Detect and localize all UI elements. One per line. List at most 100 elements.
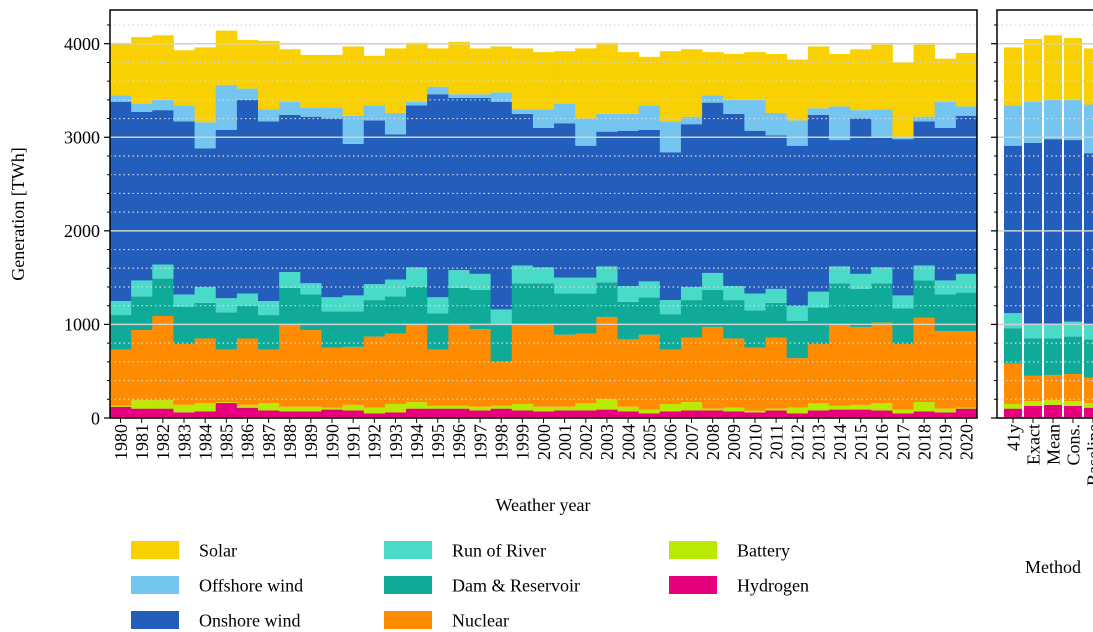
bar-segment: [194, 286, 217, 303]
bar-segment: [702, 102, 724, 273]
bar-segment: [342, 143, 365, 296]
bar-segment: [110, 405, 132, 407]
bar-segment: [194, 302, 217, 339]
bar-segment: [1044, 35, 1062, 100]
bar-segment: [850, 288, 872, 328]
plot-frame: [109, 9, 978, 419]
bar-segment: [448, 408, 470, 418]
bar-segment: [807, 108, 830, 115]
bar-segment: [300, 54, 322, 108]
bar-segment: [511, 403, 534, 411]
bar-segment: [913, 116, 936, 122]
bar-segment: [300, 294, 322, 331]
bar-segment: [955, 330, 978, 408]
bar-segment: [384, 48, 407, 113]
bar-segment: [892, 139, 914, 296]
legend-swatch: [384, 576, 432, 594]
bar-segment: [532, 324, 555, 407]
bar-segment: [1044, 400, 1062, 405]
bar-segment: [871, 109, 893, 138]
bar-segment: [659, 403, 682, 412]
bar-segment: [342, 410, 365, 418]
bar-segment: [406, 101, 428, 106]
bar-segment: [1044, 374, 1062, 401]
bar-segment: [131, 330, 153, 401]
x-tick-label: 2004: [618, 424, 638, 460]
y-tick-label: 3000: [64, 128, 100, 148]
y-tick-label: 1000: [64, 315, 100, 335]
bar-segment: [469, 329, 492, 407]
x-tick-label: 2005: [640, 424, 660, 460]
bar-segment: [490, 408, 513, 418]
bar-segment: [236, 338, 259, 405]
bar-segment: [702, 95, 724, 103]
bar-segment: [659, 411, 682, 418]
bar-segment: [723, 407, 745, 412]
bar-segment: [321, 409, 344, 418]
legend-label: Nuclear: [452, 610, 509, 630]
bar-segment: [532, 127, 555, 268]
bar-segment: [406, 105, 428, 268]
bar-segment: [1044, 323, 1062, 339]
bar-segment: [173, 105, 195, 122]
bar-segment: [638, 334, 661, 410]
bar-segment: [152, 400, 174, 409]
x-tick-label: 2009: [724, 424, 744, 460]
bar-segment: [1044, 404, 1062, 418]
x-tick-label: 2007: [682, 424, 702, 460]
bar-segment: [406, 42, 428, 102]
bar-segment: [384, 112, 407, 135]
bar-segment: [786, 320, 809, 359]
bar-segment: [575, 48, 597, 119]
bar-segment: [131, 37, 153, 104]
bar-segment: [934, 412, 957, 418]
bar-segment: [596, 42, 618, 114]
bar-segment: [532, 109, 555, 128]
bar-segment: [638, 281, 661, 298]
bar-segment: [1004, 105, 1022, 146]
bar-segment: [427, 405, 449, 409]
bar-segment: [236, 305, 259, 339]
bar-segment: [532, 283, 555, 325]
bar-segment: [1044, 99, 1062, 140]
x-tick-label: 2014: [830, 424, 850, 460]
legend-swatch: [384, 541, 432, 559]
bar-segment: [955, 273, 978, 293]
bar-segment: [427, 86, 449, 95]
bar-segment: [744, 130, 766, 294]
x-tick-label: Exact: [1023, 424, 1043, 465]
x-tick-label: Baseline: [1083, 424, 1093, 486]
x-tick-label: 2013: [809, 424, 829, 460]
bar-segment: [807, 307, 830, 345]
x-tick-label: 41y: [1003, 424, 1023, 451]
bar-segment: [448, 97, 470, 271]
bar-segment: [152, 408, 174, 418]
bar-segment: [152, 316, 174, 401]
bar-segment: [765, 302, 788, 338]
bar-segment: [194, 47, 217, 123]
bar-segment: [258, 315, 280, 350]
x-tick-label: 2019: [936, 424, 956, 460]
bar-segment: [575, 145, 597, 278]
bar-segment: [955, 292, 978, 331]
bar-segment: [575, 277, 597, 294]
x-tick-label: Mean: [1043, 424, 1063, 465]
bar-segment: [913, 402, 936, 412]
bar-segment: [554, 410, 576, 418]
bar-segment: [596, 266, 618, 283]
bar-segment: [828, 140, 851, 267]
bar-segment: [1064, 374, 1082, 402]
bar-segment: [955, 407, 978, 409]
bar-segment: [934, 294, 957, 331]
bar-segment: [723, 99, 745, 114]
bar-segment: [173, 294, 195, 307]
bar-segment: [363, 284, 386, 301]
bar-segment: [215, 129, 238, 299]
x-tick-label: 2003: [597, 424, 617, 460]
bar-segment: [363, 336, 386, 408]
bar-segment: [955, 115, 978, 274]
bar-segment: [1084, 377, 1093, 404]
bar-segment: [384, 403, 407, 413]
bar-segment: [511, 323, 534, 404]
bar-segment: [131, 103, 153, 112]
